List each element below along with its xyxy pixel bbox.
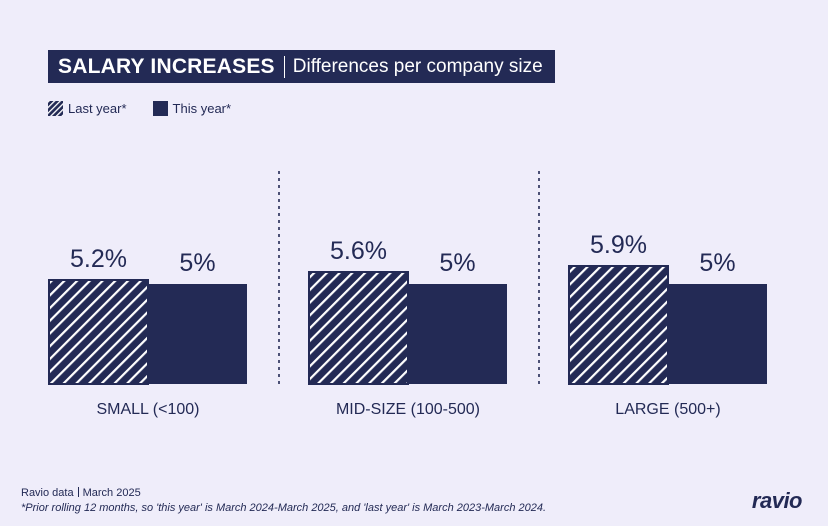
legend-item-last-year: Last year* <box>48 101 127 116</box>
data-label-last-year-1: 5.2% <box>70 245 127 273</box>
data-label-this-year-2: 5% <box>439 249 475 277</box>
category-label-2: MID-SIZE (100-500) <box>336 401 480 418</box>
solid-swatch-icon <box>152 101 168 116</box>
legend-label-this-year: This year* <box>172 101 232 116</box>
category-label-3: LARGE (500+) <box>615 401 720 418</box>
bar-this-year-2 <box>408 284 507 384</box>
data-label-last-year-3: 5.9% <box>590 231 647 259</box>
chart-legend: Last year* This year* <box>48 101 257 116</box>
ravio-logo: ravio <box>751 488 803 513</box>
title-divider <box>283 55 285 78</box>
footer: Ravio data March 2025 *Prior rolling 12 m… <box>21 486 546 516</box>
data-label-this-year-1: 5% <box>179 249 215 277</box>
bar-this-year-3 <box>668 284 767 384</box>
source-date: March 2025 <box>82 487 141 499</box>
data-label-last-year-2: 5.6% <box>330 237 387 265</box>
source-line: Ravio data March 2025 <box>21 486 546 501</box>
source-label: Ravio data <box>21 487 74 499</box>
legend-label-last-year: Last year* <box>68 101 127 116</box>
hatched-swatch-icon <box>48 101 63 116</box>
chart-title-bar: SALARY INCREASES Differences per company… <box>48 50 555 83</box>
category-label-1: SMALL (<100) <box>96 401 199 418</box>
source-divider <box>77 487 79 497</box>
chart-title: SALARY INCREASES <box>58 54 275 78</box>
footnote: *Prior rolling 12 months, so 'this year'… <box>21 502 547 514</box>
chart-subtitle: Differences per company size <box>292 55 543 77</box>
legend-item-this-year: This year* <box>152 101 232 116</box>
data-label-this-year-3: 5% <box>699 249 735 277</box>
bar-last-year-3 <box>568 265 669 385</box>
bar-last-year-1 <box>48 279 149 385</box>
bar-this-year-1 <box>148 284 247 384</box>
bar-last-year-2 <box>308 271 409 385</box>
